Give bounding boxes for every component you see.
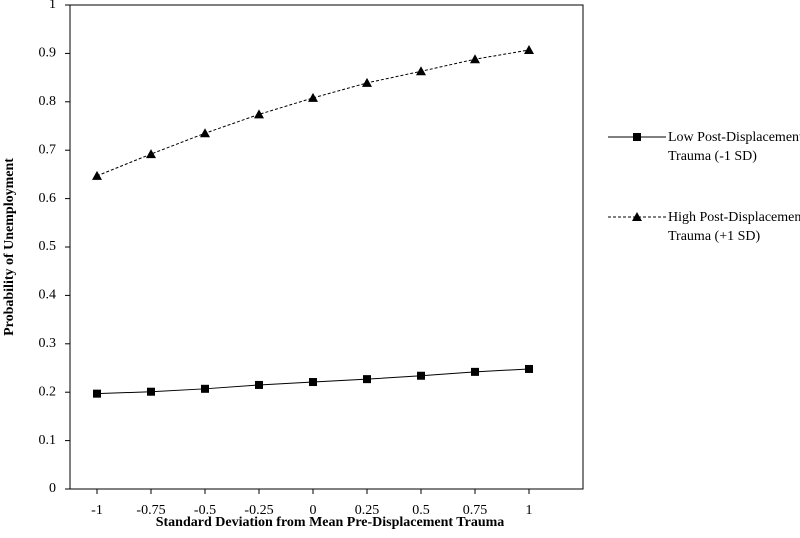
y-tick-label: 0.6 [39,191,57,206]
marker [308,92,318,102]
y-tick-label: 0.2 [39,384,57,399]
x-tick-label: -1 [91,503,103,518]
y-tick-label: 0.8 [39,94,57,109]
marker [416,66,426,76]
marker [147,387,155,396]
x-tick-label: -0.75 [136,503,165,518]
x-axis-label: Standard Deviation from Mean Pre-Displac… [156,515,505,530]
marker [201,384,209,393]
x-tick-label: 0.25 [355,503,380,518]
marker [146,149,156,159]
legend-label: High Post-Displacement Trauma (+1 SD) [668,210,800,244]
marker [362,77,372,87]
plot-border [69,4,584,490]
x-tick-label: 0 [310,503,317,518]
series-line [96,49,530,177]
marker [200,128,210,138]
y-tick-label: 1 [49,0,56,12]
marker [309,378,317,387]
marker [470,54,480,64]
y-tick-label: 0.5 [39,239,57,254]
x-tick-label: -0.25 [244,503,273,518]
marker [92,170,102,180]
marker [525,364,533,373]
marker [363,375,371,384]
y-axis-label: Probability of Unemployment [2,158,17,336]
marker [93,389,101,398]
y-tick-label: 0.3 [39,336,57,351]
legend-label: Low Post-Displacement Trauma (-1 SD) [668,130,800,164]
y-tick-label: 0 [49,481,56,496]
marker [633,133,641,141]
y-tick-label: 0.7 [39,142,57,157]
x-tick-label: 0.75 [463,503,488,518]
marker [417,371,425,380]
marker [471,367,479,376]
marker [632,212,642,221]
y-tick-label: 0.9 [39,46,57,61]
y-tick-label: 0.1 [39,433,57,448]
x-tick-label: -0.5 [194,503,216,518]
x-tick-label: 1 [526,503,533,518]
y-tick-label: 0.4 [39,288,57,303]
x-tick-label: 0.5 [412,503,430,518]
marker [254,109,264,119]
marker [524,45,534,55]
marker [255,380,263,389]
